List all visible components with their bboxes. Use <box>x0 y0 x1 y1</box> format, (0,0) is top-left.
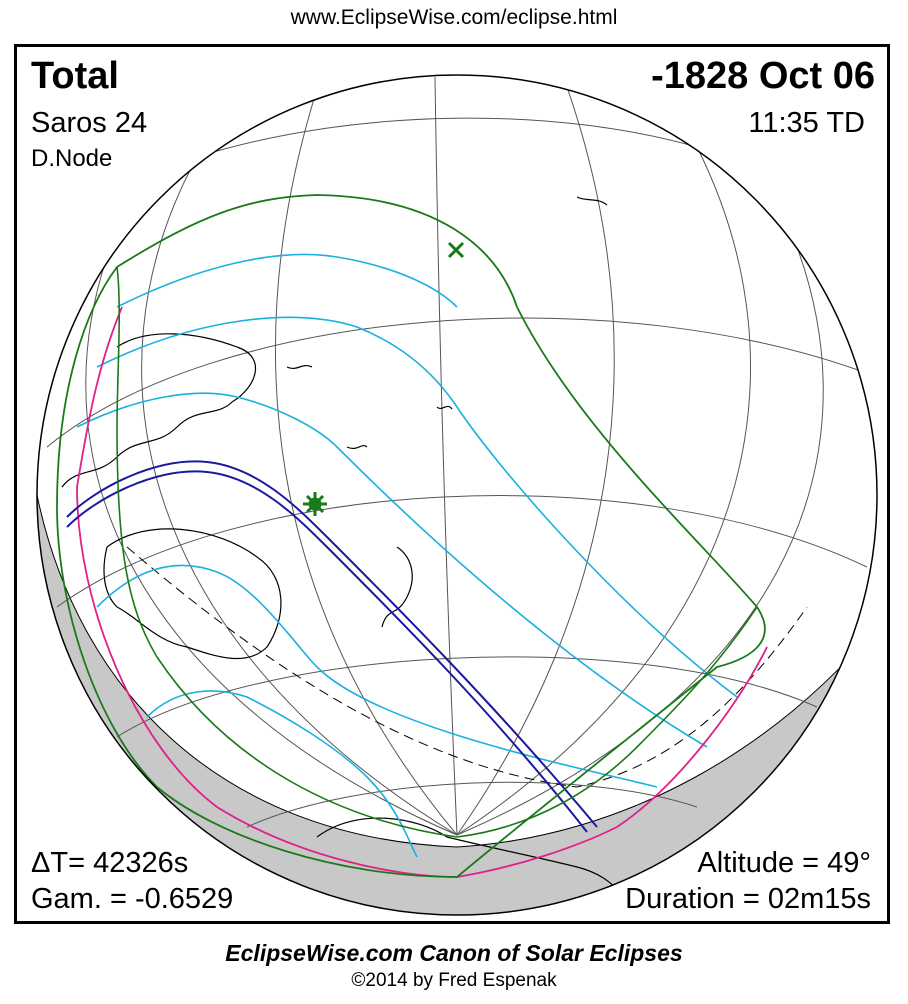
gamma-value: Gam. = -0.6529 <box>31 883 234 915</box>
total-path-north-limit <box>66 460 598 828</box>
total-path <box>66 460 598 833</box>
saros-number: Saros 24 <box>31 107 148 139</box>
coast-new-zealand <box>381 546 413 628</box>
eclipse-date: -1828 Oct 06 <box>651 55 875 97</box>
eclipse-type: Total <box>31 55 119 97</box>
rise-set-west <box>76 306 458 878</box>
penumbral-inner <box>116 266 758 838</box>
coast-east-asia <box>61 333 256 488</box>
contour-3 <box>76 392 708 748</box>
globe-disk <box>37 75 877 915</box>
rise-set-east <box>456 646 768 878</box>
coast-islands <box>286 196 608 450</box>
orthographic-globe-map <box>36 74 878 916</box>
canon-title: EclipseWise.com Canon of Solar Eclipses <box>225 940 683 966</box>
source-url[interactable]: www.EclipseWise.com/eclipse.html <box>290 6 618 29</box>
partial-contours <box>76 253 738 858</box>
subsolar-point-icon <box>447 241 465 259</box>
duration-value: Duration = 02m15s <box>625 883 871 915</box>
eclipse-map-frame: Total -1828 Oct 06 Saros 24 11:35 TD D.N… <box>14 44 890 924</box>
coastlines <box>61 196 622 915</box>
copyright-notice: ©2014 by Fred Espenak <box>351 970 557 991</box>
contour-1 <box>116 253 458 308</box>
contour-2 <box>96 316 738 698</box>
night-terminator <box>37 494 877 848</box>
total-path-south-limit <box>66 470 588 833</box>
eclipse-time: 11:35 TD <box>748 107 865 139</box>
contour-5 <box>146 690 418 858</box>
penumbral-limit <box>56 194 766 878</box>
globe-outline <box>36 74 878 916</box>
coast-australia <box>103 528 282 660</box>
graticule <box>46 76 877 836</box>
delta-t: ΔT= 42326s <box>31 847 189 879</box>
greatest-eclipse-star-icon <box>303 492 327 516</box>
node-label: D.Node <box>31 145 113 172</box>
rise-set-curves <box>76 306 768 878</box>
altitude-value: Altitude = 49° <box>697 847 871 879</box>
contour-4 <box>96 564 658 788</box>
